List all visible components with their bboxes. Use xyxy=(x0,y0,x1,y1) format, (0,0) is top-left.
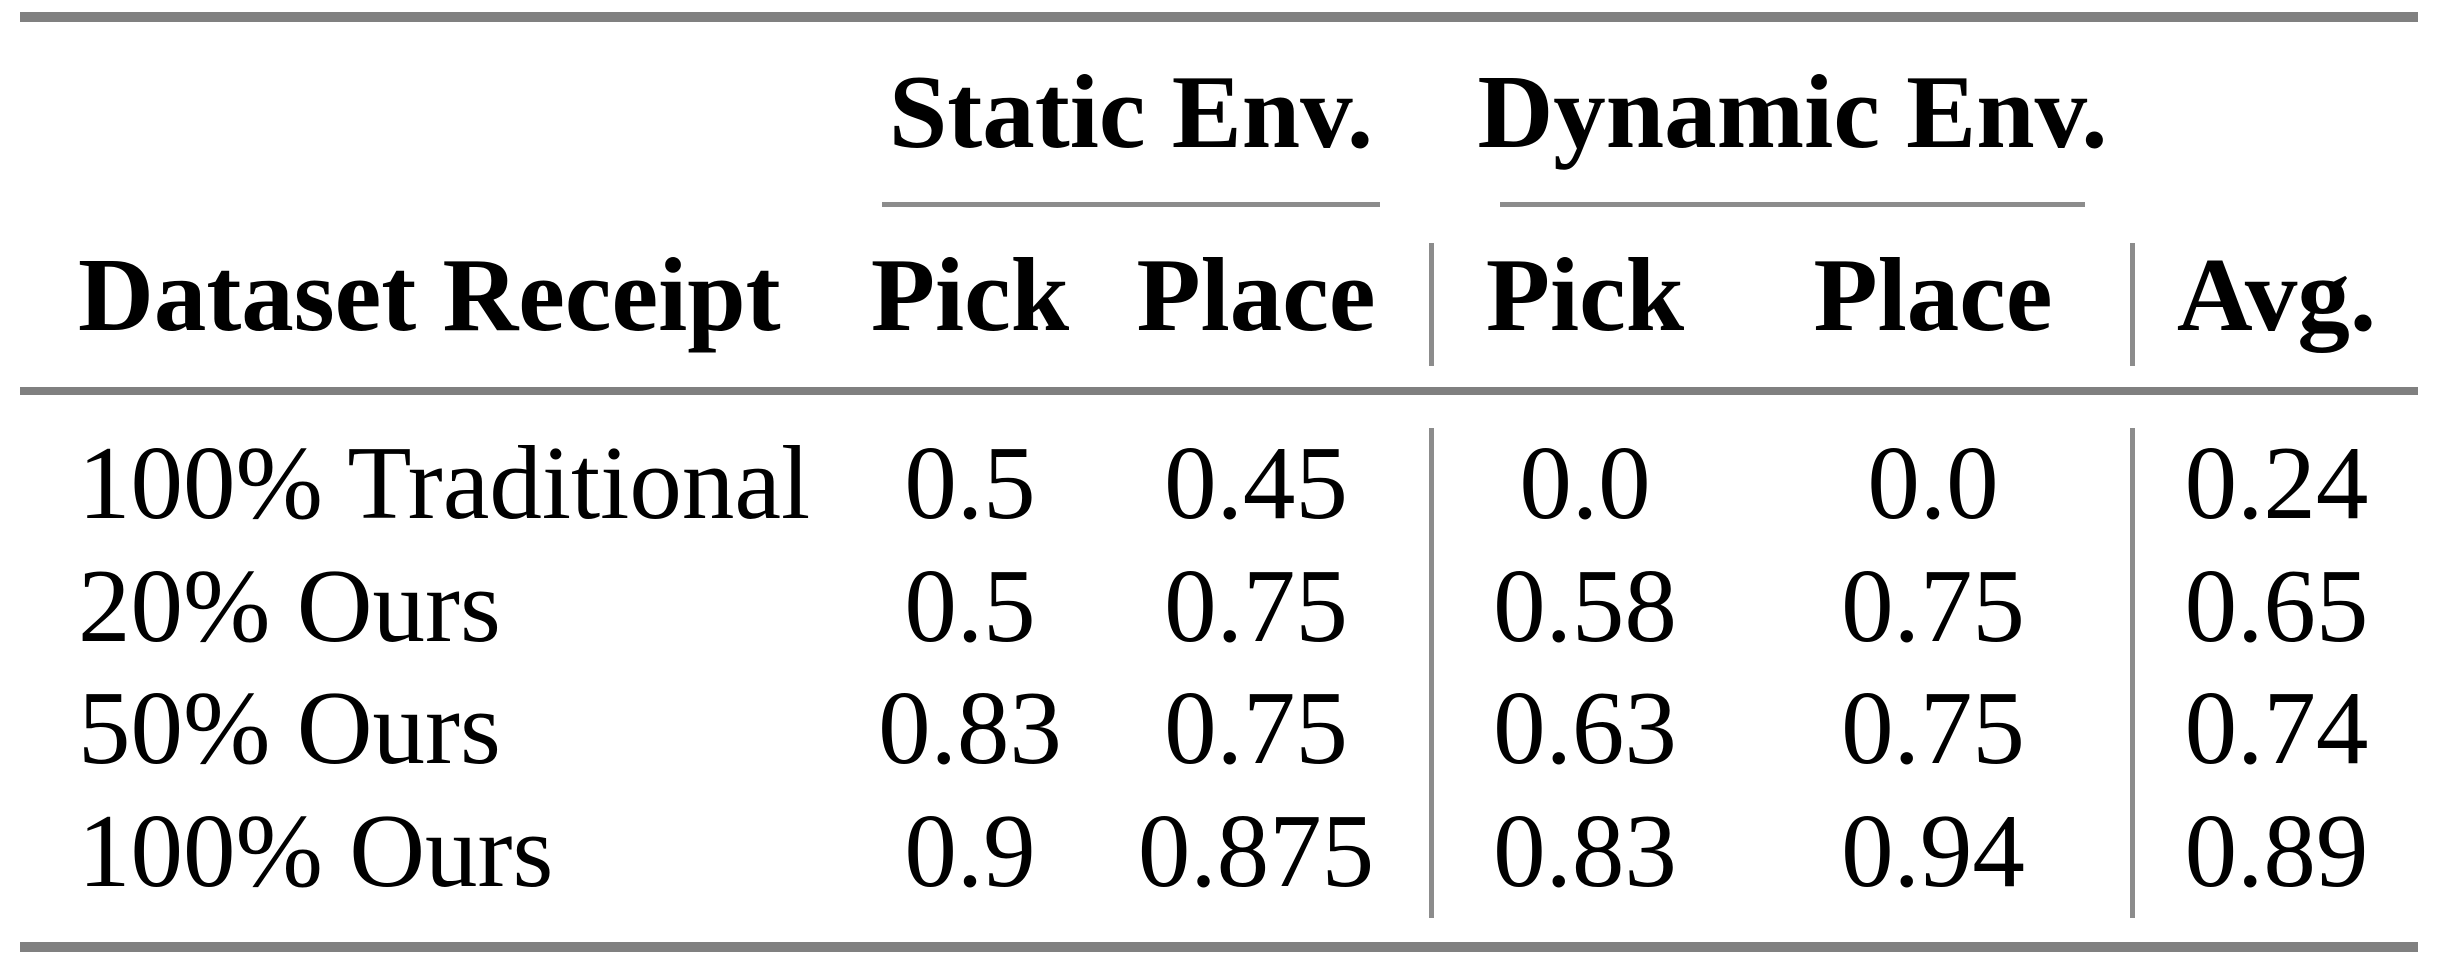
static-env-underline xyxy=(882,202,1380,207)
row-label: 20% Ours xyxy=(78,546,501,664)
group-header-dynamic-env: Dynamic Env. xyxy=(1477,52,2108,170)
dynamic-env-underline xyxy=(1500,202,2085,207)
table-cell-static-place: 0.45 xyxy=(1164,423,1348,541)
table-header-rule xyxy=(20,387,2418,395)
table-cell-dynamic-pick: 0.58 xyxy=(1493,546,1677,664)
table-cell-dynamic-pick: 0.63 xyxy=(1493,668,1677,786)
vertical-divider-1-body xyxy=(1429,428,1434,918)
table-cell-static-place: 0.75 xyxy=(1164,668,1348,786)
table-cell-static-pick: 0.9 xyxy=(904,791,1036,909)
table-cell-avg: 0.74 xyxy=(2184,668,2369,786)
table-cell-dynamic-pick: 0.83 xyxy=(1493,791,1677,909)
table-cell-dynamic-place: 0.0 xyxy=(1867,423,1999,541)
table-top-rule xyxy=(20,12,2418,22)
table-cell-dynamic-pick: 0.0 xyxy=(1519,423,1651,541)
column-header-avg: Avg. xyxy=(2176,235,2377,353)
column-header-dynamic-pick: Pick xyxy=(1485,235,1685,353)
table-cell-avg: 0.89 xyxy=(2184,791,2369,909)
table-cell-dynamic-place: 0.75 xyxy=(1841,668,2025,786)
row-label: 50% Ours xyxy=(78,668,501,786)
table-cell-avg: 0.65 xyxy=(2184,546,2369,664)
table-cell-static-pick: 0.83 xyxy=(878,668,1062,786)
table-cell-dynamic-place: 0.94 xyxy=(1841,791,2025,909)
row-label: 100% Ours xyxy=(78,791,554,909)
table-cell-static-place: 0.75 xyxy=(1164,546,1348,664)
table-cell-static-place: 0.875 xyxy=(1137,791,1375,909)
table-bottom-rule xyxy=(20,942,2418,952)
table-cell-avg: 0.24 xyxy=(2184,423,2369,541)
column-header-static-place: Place xyxy=(1136,235,1376,353)
vertical-divider-2-body xyxy=(2130,428,2135,918)
group-header-static-env: Static Env. xyxy=(888,52,1374,170)
column-header-dataset-receipt: Dataset Receipt xyxy=(78,235,781,353)
table-cell-static-pick: 0.5 xyxy=(904,423,1036,541)
column-header-static-pick: Pick xyxy=(870,235,1070,353)
vertical-divider-2-header xyxy=(2130,243,2135,366)
table-cell-static-pick: 0.5 xyxy=(904,546,1036,664)
column-header-dynamic-place: Place xyxy=(1813,235,2053,353)
vertical-divider-1-header xyxy=(1429,243,1434,366)
row-label: 100% Traditional xyxy=(78,423,811,541)
table-cell-dynamic-place: 0.75 xyxy=(1841,546,2025,664)
